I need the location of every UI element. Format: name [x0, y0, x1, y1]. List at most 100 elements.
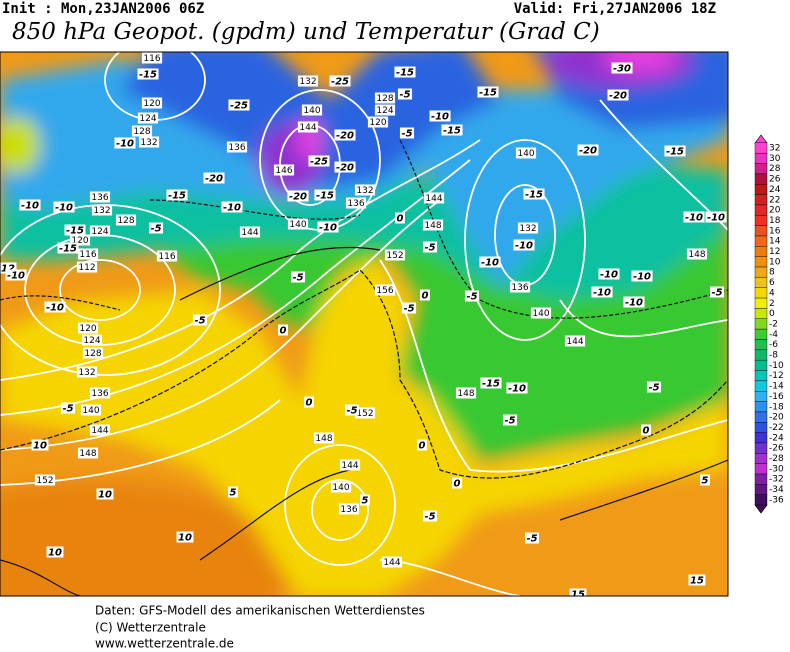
temperature-label-group: -5: [290, 271, 306, 284]
geopotential-label-group: 116: [141, 52, 163, 64]
colorbar-swatch: [754, 142, 768, 154]
geopotential-label-group: 136: [509, 281, 531, 293]
geopotential-label-group: 136: [89, 387, 111, 399]
geopotential-label-group: 152: [384, 249, 406, 261]
colorbar-label: -26: [769, 444, 784, 454]
colorbar-swatch: [754, 184, 768, 195]
temperature-label-group: -5: [60, 402, 76, 415]
temperature-label: -15: [525, 190, 543, 201]
colorbar-swatch: [754, 215, 768, 226]
temperature-label-bg: [360, 494, 370, 506]
temperature-label: -25: [331, 77, 349, 88]
temperature-label: -5: [424, 243, 435, 254]
colorbar-swatch: [754, 432, 768, 444]
temperature-label-group: -5: [422, 510, 438, 523]
geopotential-label-group: 124: [81, 334, 103, 346]
temperature-label: -10: [319, 223, 337, 234]
temperature-label-group: 10: [96, 488, 114, 501]
colorbar-label: 20: [769, 206, 781, 216]
temperature-label-bg: [166, 189, 188, 201]
temperature-label-bg: [399, 127, 415, 139]
geopotential-label-group: 144: [89, 424, 111, 436]
temperature-label-bg: [664, 145, 686, 157]
temperature-label: -15: [139, 70, 157, 81]
temperature-label-group: -15: [64, 224, 86, 237]
temperature-label: -10: [593, 288, 611, 299]
geopotential-label-group: 132: [354, 184, 376, 196]
colorbar-arrow-bottom: [754, 504, 768, 514]
geopotential-label: 120: [79, 324, 96, 334]
temperature-label-group: -5: [192, 314, 208, 327]
temperature-label-bg: [96, 488, 114, 500]
temperature-label-group: -5: [464, 290, 480, 303]
colorbar-label: -30: [769, 464, 784, 474]
geopotential-label-bg: [297, 121, 319, 133]
temperature-label-group: -20: [203, 172, 225, 185]
temperature-label-bg: [688, 574, 706, 586]
temperature-label-bg: [502, 414, 518, 426]
colorbar-swatch: [754, 494, 768, 506]
colorbar-arrow-top: [754, 134, 768, 144]
temperature-label-bg: [334, 129, 356, 141]
temperature-label-group: 0: [641, 424, 651, 437]
colorbar-swatch: [754, 453, 768, 464]
geopotential-label-bg: [374, 92, 396, 104]
temperature-label-bg: [114, 137, 136, 149]
temperature-label-bg: [137, 68, 159, 80]
temperature-label: -5: [346, 406, 357, 417]
temperature-label-group: -15: [441, 124, 463, 137]
temperature-label: -5: [526, 534, 537, 545]
geopotential-label-bg: [141, 52, 163, 64]
temperature-label-group: -10: [429, 110, 451, 123]
temperature-label-bg: [477, 86, 499, 98]
geopotential-label-group: 152: [34, 474, 56, 486]
temperature-label-bg: [420, 289, 430, 301]
colorbar-label: 0: [769, 309, 775, 319]
geopotential-label: 136: [511, 283, 528, 293]
temperature-label-bg: [577, 144, 599, 156]
temperature-label: 10: [178, 533, 192, 544]
geopotential-label-bg: [301, 104, 323, 116]
colorbar-swatch: [754, 349, 768, 361]
geopotential-label-bg: [89, 387, 111, 399]
geopotential-label-bg: [89, 191, 111, 203]
temperature-label: -5: [711, 288, 722, 299]
temperature-label-group: -5: [524, 532, 540, 545]
colorbar-label: -2: [769, 319, 778, 329]
temperature-label-bg: [395, 212, 405, 224]
temperature-label-bg: [290, 271, 306, 283]
colorbar-label: -4: [769, 330, 778, 340]
temperature-label-group: -10: [19, 199, 41, 212]
colorbar-label: -36: [769, 495, 784, 505]
geopotential-label-bg: [313, 432, 335, 444]
temperature-label: 0: [454, 479, 461, 490]
temperature-label-group: 0: [417, 439, 427, 452]
geopotential-label-group: 124: [89, 225, 111, 237]
temperature-label-bg: [64, 224, 86, 236]
temperature-label-group: -10: [53, 201, 75, 214]
geopotential-label-bg: [517, 222, 539, 234]
temperature-label: -10: [685, 213, 703, 224]
temperature-label-group: -15: [664, 145, 686, 158]
temperature-label: -10: [515, 241, 533, 252]
colorbar-label: -32: [769, 475, 784, 485]
geopotential-label-group: 124: [137, 112, 159, 124]
geopotential-label: 146: [275, 166, 292, 176]
geopotential-label: 148: [457, 389, 474, 399]
geopotential-label: 132: [519, 224, 536, 234]
geopotential-label-bg: [354, 184, 376, 196]
geopotential-label-bg: [423, 192, 445, 204]
temperature-label-group: -10: [479, 256, 501, 269]
temperature-label-bg: [480, 377, 502, 389]
geopotential-label: 144: [341, 461, 358, 471]
colorbar-label: -24: [769, 433, 784, 443]
temperature-label: -20: [205, 174, 223, 185]
temperature-label: 0: [643, 426, 650, 437]
colorbar-label: 26: [769, 175, 781, 185]
colorbar-swatch: [754, 380, 768, 392]
colorbar-label: -6: [769, 340, 778, 350]
geopotential-label: 148: [315, 434, 332, 444]
temperature-label-bg: [607, 89, 629, 101]
temperature-label: -15: [66, 226, 84, 237]
geopotential-label-group: 140: [80, 404, 102, 416]
